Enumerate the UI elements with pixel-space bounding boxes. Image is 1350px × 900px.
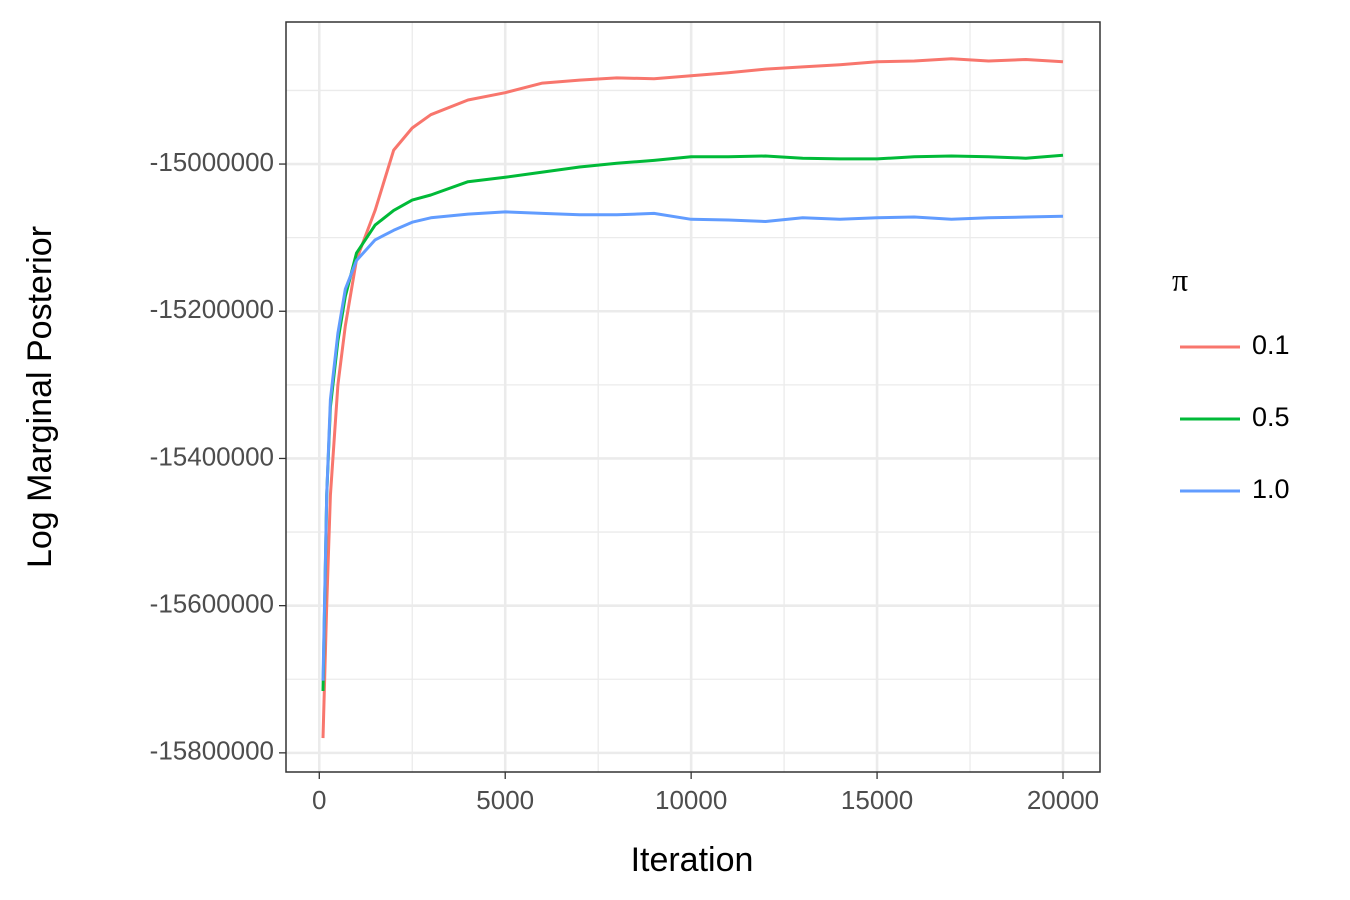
y-tick-label: -15400000 [150,441,274,471]
x-tick-label: 15000 [841,785,913,815]
plot-area [286,22,1100,772]
series-line [321,210,1064,681]
y-tick-label: -15600000 [150,589,274,619]
legend-label: 0.1 [1252,330,1290,360]
x-tick-label: 20000 [1027,785,1099,815]
series-line [321,57,1064,739]
x-tick-label: 5000 [476,785,534,815]
panel-border [285,21,1101,773]
x-tick-label: 10000 [655,785,727,815]
legend-title: π [1172,261,1188,297]
series-line [321,153,1064,692]
y-tick-label: -15200000 [150,294,274,324]
legend-label: 1.0 [1252,474,1290,504]
legend-label: 0.5 [1252,402,1290,432]
x-axis-title: Iteration [631,841,754,879]
x-tick-label: 0 [312,785,326,815]
y-tick-label: -15800000 [150,736,274,766]
y-axis-title: Log Marginal Posterior [21,226,59,568]
y-tick-label: -15000000 [150,147,274,177]
